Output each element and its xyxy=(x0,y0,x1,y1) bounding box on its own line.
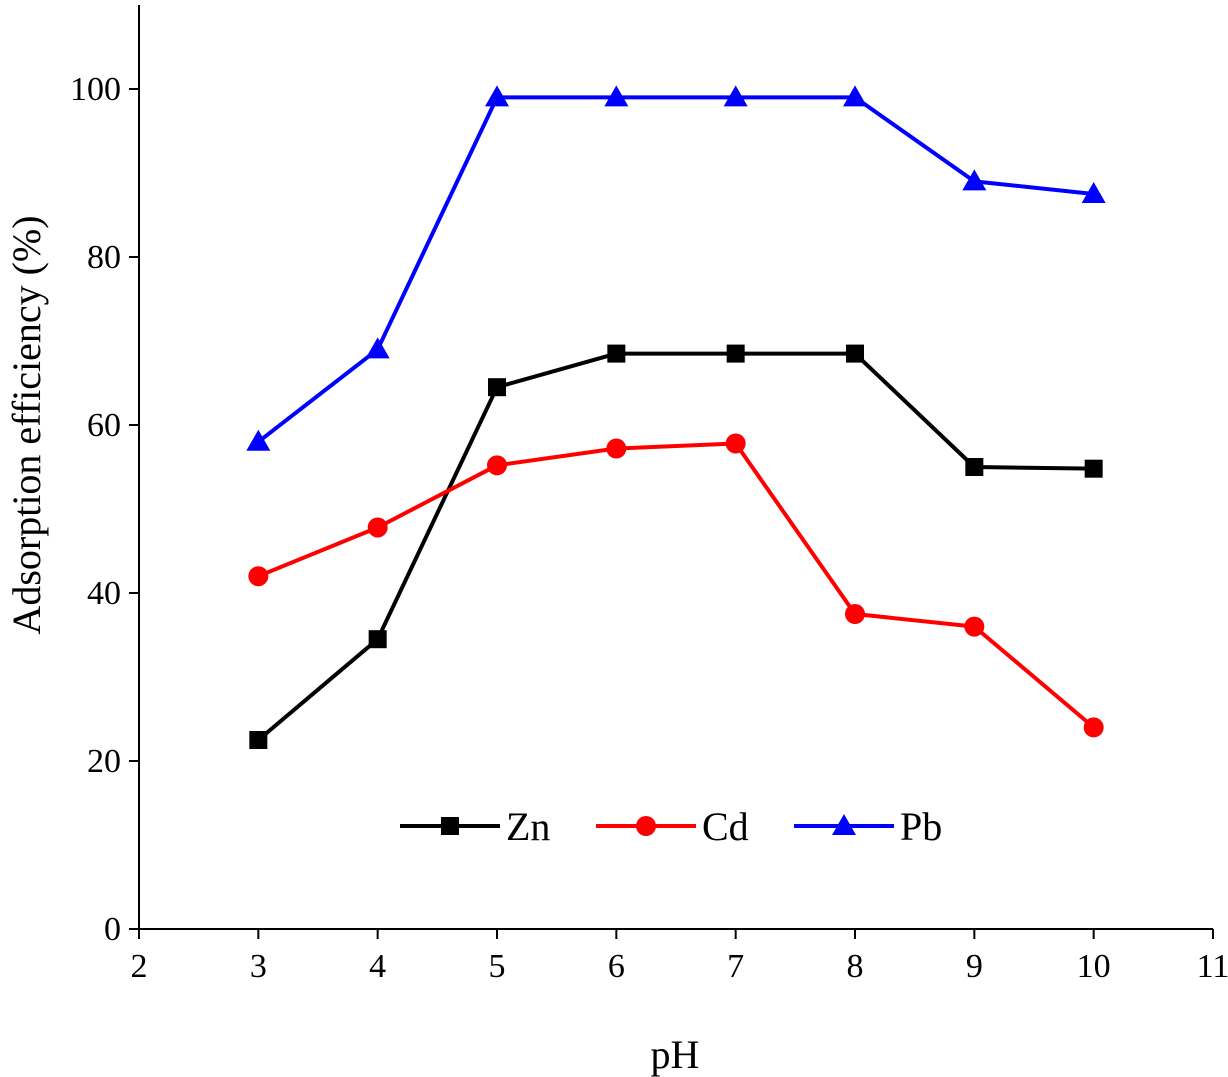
data-point-cd xyxy=(487,455,507,476)
data-point-cd xyxy=(1083,717,1104,738)
data-point-zn xyxy=(607,344,626,363)
x-tick-label: 9 xyxy=(966,948,983,985)
x-tick-label: 8 xyxy=(847,948,864,985)
data-point-pb xyxy=(365,337,390,359)
legend-marker-pb xyxy=(832,814,856,835)
series-zn xyxy=(249,344,1103,749)
y-tick-label: 100 xyxy=(70,71,121,108)
series-line-pb xyxy=(257,95,1094,444)
y-axis-title: Adsorption efficiency (%) xyxy=(4,215,49,634)
x-tick-label: 11 xyxy=(1197,948,1228,985)
data-point-zn xyxy=(846,344,864,363)
legend-label-cd: Cd xyxy=(702,804,749,849)
data-point-pb xyxy=(962,169,987,191)
data-point-pb xyxy=(246,429,271,451)
legend-item-zn: Zn xyxy=(400,804,550,849)
data-point-zn xyxy=(726,344,745,363)
y-tick-label: 40 xyxy=(87,575,121,612)
data-point-cd xyxy=(367,517,388,538)
y-tick-label: 80 xyxy=(87,239,121,276)
legend-label-pb: Pb xyxy=(900,804,942,849)
data-point-cd xyxy=(964,616,985,637)
y-tick-label: 0 xyxy=(104,911,121,948)
data-point-cd xyxy=(845,604,865,624)
data-point-pb xyxy=(1081,182,1106,203)
data-point-zn xyxy=(368,630,387,649)
data-point-pb xyxy=(604,85,629,107)
series-cd xyxy=(248,433,1104,738)
data-point-cd xyxy=(606,438,627,459)
x-tick-label: 6 xyxy=(608,948,625,985)
data-point-zn xyxy=(965,458,984,476)
x-axis-title: pH xyxy=(651,1032,700,1077)
legend-marker-cd xyxy=(636,816,656,836)
data-point-zn xyxy=(1084,459,1103,478)
data-point-zn xyxy=(488,378,506,397)
data-point-cd xyxy=(725,433,746,454)
axes: 2 3 4 5 6 7 8 9 10 11 0 20 40 60 80 100 xyxy=(70,5,1228,985)
legend-label-zn: Zn xyxy=(506,804,550,849)
series-line-zn xyxy=(257,351,1094,742)
x-tick-label: 2 xyxy=(131,948,148,985)
series-layer xyxy=(246,85,1106,749)
legend-item-cd: Cd xyxy=(596,804,749,849)
legend: Zn Cd Pb xyxy=(400,804,942,849)
legend-marker-zn xyxy=(441,817,459,835)
data-point-pb xyxy=(723,85,748,107)
series-pb xyxy=(246,85,1106,451)
y-tick-label: 60 xyxy=(87,407,121,444)
y-tick-label: 20 xyxy=(87,743,121,780)
series-line-cd xyxy=(257,441,1095,729)
x-tick-label: 7 xyxy=(727,948,744,985)
x-tick-label: 4 xyxy=(369,948,386,985)
data-point-zn xyxy=(249,731,268,749)
data-point-cd xyxy=(248,566,269,587)
legend-item-pb: Pb xyxy=(794,804,942,849)
x-tick-label: 3 xyxy=(250,948,267,985)
data-point-pb xyxy=(485,85,509,107)
x-tick-label: 5 xyxy=(489,948,506,985)
x-tick-label: 10 xyxy=(1077,948,1111,985)
data-point-pb xyxy=(843,85,867,107)
